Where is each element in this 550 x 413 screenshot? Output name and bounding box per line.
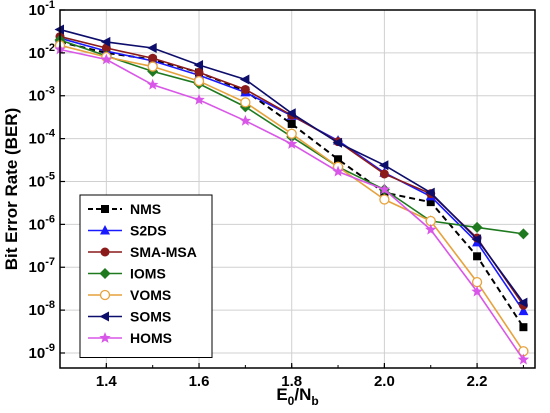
legend-item-voms: VOMS — [88, 287, 171, 303]
data-point-soms — [193, 60, 204, 71]
data-point-soms — [471, 234, 482, 245]
x-title-sub2: b — [311, 394, 318, 408]
legend-item-homs: HOMS — [88, 330, 172, 346]
legend-box — [79, 194, 213, 358]
data-point-nms — [334, 155, 343, 164]
y-axis-ticks: 10-1 10-2 10-3 10-4 10-5 10-6 10-7 10-8 10-9 — [29, 0, 65, 362]
legend-label-soms: SOMS — [130, 309, 171, 325]
x-tick-label: 1.8 — [281, 373, 302, 390]
y-tick-label: 10-6 — [29, 213, 55, 233]
legend-item-ioms: IOMS — [88, 266, 166, 282]
data-point-soms — [239, 74, 250, 85]
x-title-mid: /N — [294, 385, 311, 404]
y-tick-label: 10-1 — [29, 0, 55, 19]
x-tick-label: 2.0 — [374, 373, 395, 390]
data-point-homs — [517, 353, 530, 365]
data-point-homs — [146, 78, 159, 90]
data-point-homs — [239, 114, 252, 126]
legend-marker-voms — [99, 289, 111, 301]
data-point-soms — [517, 297, 528, 308]
legend-marker-ioms — [99, 268, 111, 279]
data-point-soms — [147, 42, 157, 53]
legend-label-voms: VOMS — [130, 287, 171, 303]
data-point-ioms — [471, 221, 483, 233]
legend-item-nms: NMS — [88, 201, 161, 217]
legend-label-s2ds: S2DS — [130, 223, 167, 239]
legend-item-soms: SOMS — [88, 309, 171, 325]
y-tick-label: 10-4 — [29, 128, 56, 148]
legend-item-s2ds: S2DS — [88, 223, 167, 239]
series-voms — [54, 40, 529, 357]
data-point-homs — [378, 183, 391, 195]
data-point-voms — [286, 128, 297, 139]
data-point-voms — [147, 61, 158, 72]
data-point-sma-msa — [194, 67, 204, 77]
legend-item-sma-msa: SMA-MSA — [88, 244, 197, 260]
data-point-nms — [287, 119, 296, 128]
data-point-homs — [425, 223, 437, 235]
data-point-soms — [286, 108, 296, 119]
series-layer — [54, 24, 530, 365]
x-axis-title: E0/Nb — [276, 385, 318, 408]
legend-label-nms: NMS — [130, 201, 161, 217]
x-title-sub1: 0 — [288, 394, 295, 408]
data-point-homs — [193, 93, 205, 105]
data-point-voms — [240, 97, 251, 108]
data-point-ioms — [517, 228, 529, 240]
data-point-homs — [471, 285, 483, 297]
data-point-soms — [378, 160, 389, 171]
series-line-nms — [59, 40, 525, 328]
x-tick-label: 2.2 — [467, 373, 488, 390]
y-tick-label: 10-5 — [29, 170, 55, 190]
data-point-nms — [473, 252, 482, 261]
data-point-s2ds — [518, 305, 529, 316]
data-point-homs — [286, 137, 298, 149]
data-point-sma-msa — [148, 53, 158, 63]
plot-frame — [59, 9, 536, 369]
legend-marker-soms — [99, 311, 109, 322]
data-point-soms — [100, 36, 111, 47]
legend: NMS S2DS SMA-MSA IOMS VOMS SOMS HOMS — [79, 194, 213, 358]
y-tick-label: 10-7 — [29, 256, 55, 276]
legend-label-sma-msa: SMA-MSA — [130, 244, 197, 260]
legend-marker-sma-msa — [100, 247, 110, 257]
y-tick-label: 10-8 — [29, 299, 55, 319]
data-point-nms — [519, 323, 528, 332]
x-axis-ticks: 1.4 1.6 1.8 2.0 2.2 — [59, 363, 524, 390]
x-tick-label: 1.4 — [96, 373, 118, 390]
data-point-sma-msa — [379, 169, 389, 179]
series-soms — [54, 24, 528, 308]
legend-marker-homs — [99, 332, 111, 343]
data-point-homs — [332, 165, 344, 177]
data-point-nms — [426, 198, 435, 207]
data-point-sma-msa — [240, 84, 250, 94]
y-tick-label: 10-3 — [29, 85, 55, 105]
x-tick-label: 1.6 — [189, 373, 210, 390]
legend-marker-nms — [101, 205, 109, 213]
data-point-soms — [425, 187, 435, 198]
y-tick-label: 10-2 — [29, 42, 55, 62]
data-point-voms — [471, 276, 483, 288]
legend-label-ioms: IOMS — [130, 266, 166, 282]
data-point-voms — [379, 194, 390, 205]
data-point-soms — [332, 137, 343, 148]
y-tick-label: 10-9 — [29, 342, 55, 362]
data-point-homs — [100, 53, 113, 65]
data-point-voms — [193, 75, 205, 87]
legend-marker-s2ds — [100, 225, 110, 235]
x-title-main: E — [276, 385, 287, 404]
y-axis-title: Bit Error Rate (BER) — [2, 108, 21, 270]
legend-label-homs: HOMS — [130, 330, 172, 346]
